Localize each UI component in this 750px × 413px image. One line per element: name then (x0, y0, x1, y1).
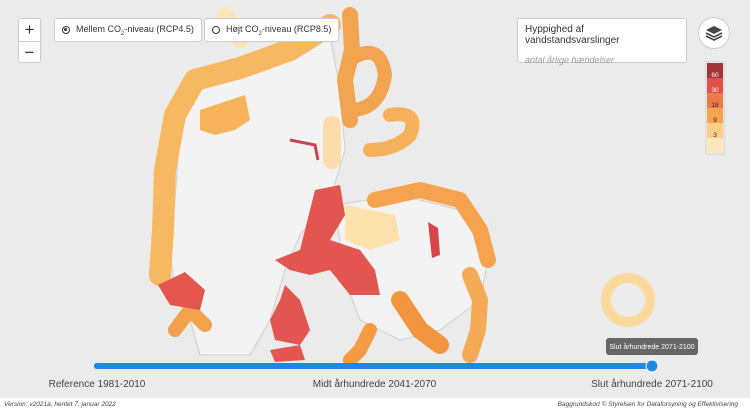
coast-band (462, 267, 488, 363)
area-red (428, 222, 440, 258)
area-red (270, 285, 310, 345)
layers-icon (705, 26, 723, 41)
scenario-label: Højt CO2-niveau (RCP8.5) (226, 24, 331, 37)
radio-dot (62, 26, 70, 34)
coast-band (343, 323, 377, 367)
label-sub: 2 (258, 30, 262, 37)
label-part: -niveau (RCP4.5) (124, 23, 194, 34)
label-part: Mellem CO (76, 23, 122, 34)
scenario-label: Mellem CO2-niveau (RCP4.5) (76, 24, 194, 37)
coast-band (367, 182, 496, 268)
label-part: -niveau (RCP8.5) (261, 23, 332, 34)
label-part: Højt CO (226, 23, 259, 34)
legend-box: Hyppighed af vandstandsvarslinger antal … (517, 18, 687, 65)
area-light (345, 205, 400, 250)
coast-band (363, 107, 420, 157)
zoom-out[interactable]: − (19, 41, 40, 64)
area-orange (200, 95, 250, 135)
coast-band (601, 273, 655, 327)
coast-band (168, 303, 212, 337)
radio-dot (212, 26, 220, 34)
layers-button[interactable] (698, 17, 730, 49)
credit: Baggrundskort © Styrelsen for Dataforsyn… (557, 401, 738, 408)
coast-band (149, 14, 341, 286)
legend-title: Hyppighed af vandstandsvarslinger (525, 24, 620, 46)
area-red (158, 272, 205, 310)
area-red (275, 185, 380, 295)
coast-bands (149, 7, 655, 367)
coast-band (343, 45, 392, 117)
version: Version: v2021a, hentet 7. januar 2022 (4, 401, 116, 408)
scenario-option[interactable]: Mellem CO2-niveau (RCP4.5) (54, 18, 202, 42)
zoom-in[interactable]: + (24, 20, 35, 39)
scenario-option[interactable]: Højt CO2-niveau (RCP8.5) (204, 18, 340, 42)
zoom-control: + − (18, 18, 41, 63)
legend-subtitle: antal årlige hændelser (525, 55, 615, 65)
coast-band (391, 291, 449, 354)
label-sub: 2 (121, 30, 125, 37)
area-red (270, 345, 305, 362)
area-red (289, 138, 320, 161)
